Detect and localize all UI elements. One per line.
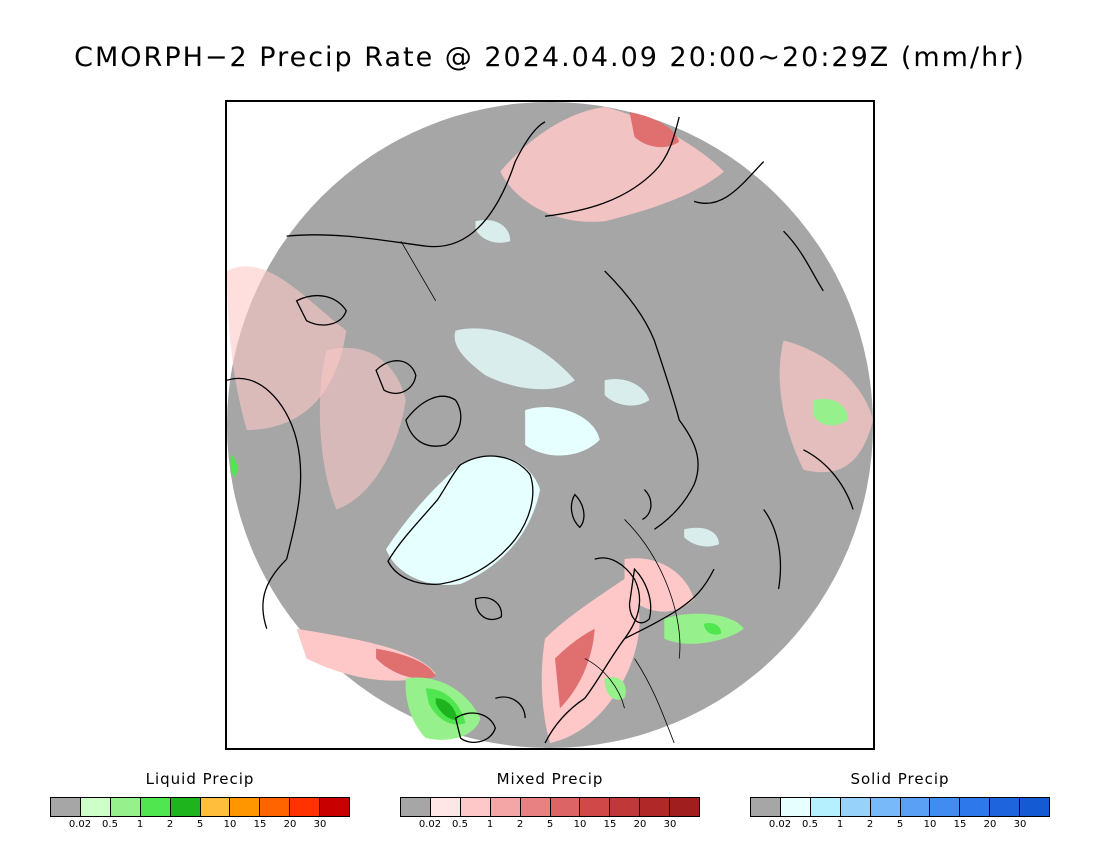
legend-tick-label: 20 <box>283 819 297 830</box>
legend-tick-label: 30 <box>1013 819 1027 830</box>
map-panel <box>225 100 875 750</box>
polar-precip-map <box>227 102 873 748</box>
legend-swatch <box>751 798 781 816</box>
legend-swatch <box>401 798 431 816</box>
legend-swatch <box>550 798 581 816</box>
legend-tick-label: 0.02 <box>418 819 442 830</box>
legend-swatch <box>1020 798 1050 816</box>
legend-tick-label: 1 <box>136 819 144 830</box>
legend-tick-label: 10 <box>573 819 587 830</box>
legend-color-bar <box>750 797 1050 817</box>
legend-tick-label: 1 <box>836 819 844 830</box>
legend-swatch <box>810 798 841 816</box>
legend-tick-label: 10 <box>223 819 237 830</box>
legend-tick-label: 1 <box>486 819 494 830</box>
legend-swatch <box>230 798 261 816</box>
legend-tick-label: 10 <box>923 819 937 830</box>
legend-swatch <box>520 798 551 816</box>
chart-title: CMORPH−2 Precip Rate @ 2024.04.09 20:00~… <box>74 42 1026 73</box>
legend-swatch <box>170 798 201 816</box>
legend-title: Mixed Precip <box>496 770 604 788</box>
legend-tick-label: 0.02 <box>768 819 792 830</box>
coastlines <box>227 116 854 744</box>
legend-title: Liquid Precip <box>145 770 255 788</box>
legend-swatch <box>290 798 321 816</box>
legend-color-bar <box>50 797 350 817</box>
legend-swatch <box>610 798 641 816</box>
legend-tick-label: 20 <box>983 819 997 830</box>
legend-tick-label: 2 <box>166 819 174 830</box>
legend-tick-label: 15 <box>253 819 267 830</box>
borders <box>400 240 681 744</box>
legend-swatch <box>51 798 81 816</box>
legend-swatch <box>200 798 231 816</box>
legend-swatch <box>460 798 491 816</box>
legend-solid: Solid Precip 0.02 0.5 1 2 5 10 15 20 30 <box>750 770 1050 833</box>
legend-tick-label: 0.5 <box>452 819 468 830</box>
legend-tick-label: 5 <box>896 819 904 830</box>
legend-swatch <box>670 798 700 816</box>
legend-title: Solid Precip <box>850 770 950 788</box>
legend-swatch <box>870 798 901 816</box>
legend-mixed: Mixed Precip 0.02 0.5 1 2 5 10 15 20 30 <box>400 770 700 833</box>
legend-swatch <box>260 798 291 816</box>
legend-tick-label: 15 <box>953 819 967 830</box>
legend-swatch <box>840 798 871 816</box>
legend-swatch <box>580 798 611 816</box>
legend-tick-label: 0.5 <box>802 819 818 830</box>
legend-swatch <box>490 798 521 816</box>
liquid-precip-areas <box>230 398 849 740</box>
legend-tick-label: 30 <box>663 819 677 830</box>
legend-tick-label: 0.5 <box>102 819 118 830</box>
legend-tick-label: 2 <box>516 819 524 830</box>
legend-swatch <box>80 798 111 816</box>
legend-tick-label: 5 <box>196 819 204 830</box>
legend-ticks: 0.02 0.5 1 2 5 10 15 20 30 <box>400 819 700 833</box>
legend-tick-label: 20 <box>633 819 647 830</box>
legend-swatch <box>430 798 461 816</box>
legend-liquid: Liquid Precip 0.02 0.5 1 2 5 10 15 20 30 <box>50 770 350 833</box>
legend-tick-label: 0.02 <box>68 819 92 830</box>
legend-swatch <box>110 798 141 816</box>
legend-swatch <box>960 798 991 816</box>
legend-tick-label: 15 <box>603 819 617 830</box>
legend-tick-label: 30 <box>313 819 327 830</box>
legend-tick-label: 5 <box>546 819 554 830</box>
legend-swatch <box>930 798 961 816</box>
legend-swatch <box>320 798 350 816</box>
legend-swatch <box>780 798 811 816</box>
solid-precip-areas <box>386 219 719 585</box>
legend-ticks: 0.02 0.5 1 2 5 10 15 20 30 <box>750 819 1050 833</box>
legend-swatch <box>140 798 171 816</box>
legend-swatch <box>990 798 1021 816</box>
mixed-precip-areas <box>227 106 873 744</box>
legend-ticks: 0.02 0.5 1 2 5 10 15 20 30 <box>50 819 350 833</box>
legend-color-bar <box>400 797 700 817</box>
legend-swatch <box>640 798 671 816</box>
legend-swatch <box>900 798 931 816</box>
legend-tick-label: 2 <box>866 819 874 830</box>
